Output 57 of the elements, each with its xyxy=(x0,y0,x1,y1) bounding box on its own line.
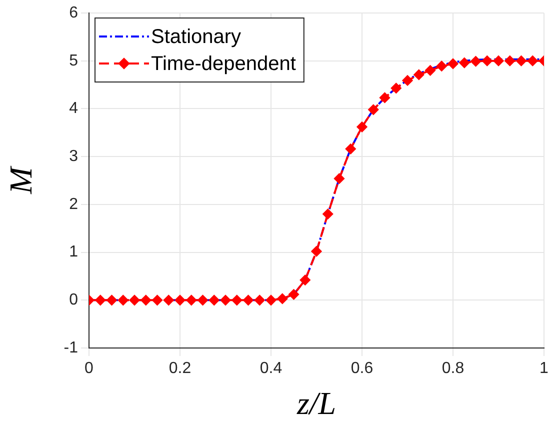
point xyxy=(368,104,379,115)
point xyxy=(482,56,492,66)
point xyxy=(220,294,231,306)
y-tick-label: 4 xyxy=(69,100,78,118)
x-tick-label: 0.4 xyxy=(260,360,282,378)
point xyxy=(334,173,344,184)
point xyxy=(311,246,322,257)
legend-label: Stationary xyxy=(151,26,242,48)
point xyxy=(174,294,186,306)
point xyxy=(163,294,174,306)
point xyxy=(243,294,254,306)
point xyxy=(414,69,424,80)
point xyxy=(322,208,334,220)
point xyxy=(266,294,276,306)
point xyxy=(448,58,458,69)
legend-label: Time-dependent xyxy=(151,53,296,76)
point xyxy=(356,122,368,132)
x-tick-label: 0 xyxy=(84,360,94,378)
point xyxy=(152,294,162,306)
point xyxy=(459,58,470,68)
point xyxy=(504,56,516,66)
point xyxy=(288,289,299,300)
y-tick-label: 0 xyxy=(69,292,78,309)
x-axis-title: z/L xyxy=(296,385,336,422)
point xyxy=(198,294,208,306)
point xyxy=(300,274,310,286)
point xyxy=(345,144,356,154)
point xyxy=(254,294,265,306)
point xyxy=(232,294,242,306)
y-tick-label: 6 xyxy=(69,4,78,22)
point xyxy=(140,294,152,306)
point xyxy=(380,92,390,103)
point xyxy=(129,294,140,306)
point xyxy=(208,294,220,306)
point xyxy=(95,294,106,306)
point xyxy=(436,60,447,72)
y-axis-title: M xyxy=(2,164,39,195)
point xyxy=(277,293,288,304)
point xyxy=(186,294,197,306)
x-tick-label: 0.2 xyxy=(168,360,192,378)
x-tick-label: 0.6 xyxy=(350,360,374,378)
y-tick-label: 3 xyxy=(69,148,78,165)
point xyxy=(106,294,117,306)
point xyxy=(527,56,538,66)
x-tick-label: 1 xyxy=(540,360,549,378)
y-tick-label: 1 xyxy=(69,244,78,261)
y-tick-label: -1 xyxy=(64,339,78,356)
point xyxy=(425,65,436,76)
point xyxy=(470,56,481,67)
point xyxy=(118,294,128,306)
y-tick-label: 2 xyxy=(69,196,78,213)
point xyxy=(402,75,413,86)
y-tick-label: 5 xyxy=(69,52,78,70)
point xyxy=(390,82,402,94)
point xyxy=(493,56,504,66)
point xyxy=(516,56,526,66)
x-tick-label: 0.8 xyxy=(442,360,464,378)
